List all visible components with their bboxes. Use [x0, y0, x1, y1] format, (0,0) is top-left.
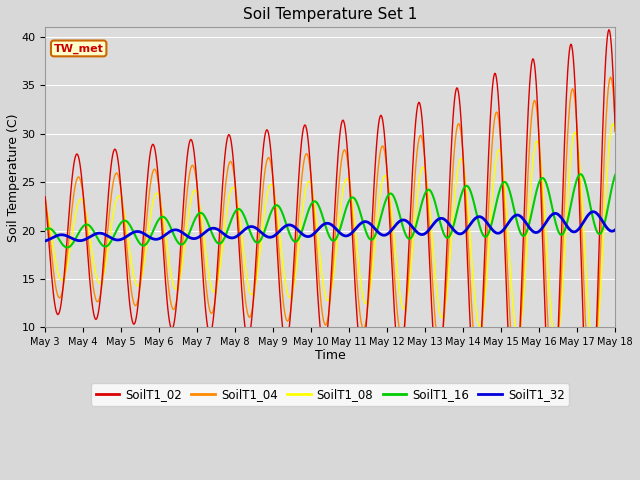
SoilT1_04	[42, 194, 49, 200]
SoilT1_04	[166, 297, 174, 302]
Line: SoilT1_32: SoilT1_32	[45, 212, 615, 241]
SoilT1_02	[191, 156, 198, 162]
Line: SoilT1_16: SoilT1_16	[45, 174, 615, 248]
SoilT1_04	[611, 120, 619, 126]
SoilT1_32	[166, 228, 174, 234]
Legend: SoilT1_02, SoilT1_04, SoilT1_08, SoilT1_16, SoilT1_32: SoilT1_02, SoilT1_04, SoilT1_08, SoilT1_…	[91, 383, 570, 406]
SoilT1_04	[588, 391, 595, 396]
SoilT1_04	[607, 74, 614, 80]
SoilT1_32	[322, 221, 330, 227]
Text: TW_met: TW_met	[54, 43, 104, 54]
SoilT1_16	[323, 226, 330, 231]
SoilT1_16	[611, 172, 619, 178]
SoilT1_02	[322, 342, 330, 348]
Line: SoilT1_08: SoilT1_08	[45, 124, 615, 353]
SoilT1_02	[377, 112, 385, 118]
SoilT1_02	[605, 27, 612, 33]
SoilT1_02	[611, 129, 619, 134]
SoilT1_16	[577, 171, 584, 177]
SoilT1_16	[42, 227, 49, 233]
SoilT1_32	[377, 231, 385, 237]
Line: SoilT1_02: SoilT1_02	[45, 30, 615, 434]
SoilT1_08	[166, 267, 174, 273]
SoilT1_16	[560, 230, 568, 236]
SoilT1_32	[559, 217, 567, 223]
SoilT1_08	[377, 186, 385, 192]
SoilT1_32	[611, 227, 619, 233]
SoilT1_04	[559, 236, 567, 241]
SoilT1_04	[433, 336, 441, 341]
X-axis label: Time: Time	[315, 348, 346, 361]
SoilT1_32	[433, 217, 441, 223]
Y-axis label: Soil Temperature (C): Soil Temperature (C)	[7, 113, 20, 241]
Line: SoilT1_04: SoilT1_04	[45, 77, 615, 394]
SoilT1_02	[433, 372, 441, 377]
SoilT1_08	[433, 291, 441, 297]
SoilT1_04	[191, 168, 198, 173]
SoilT1_02	[586, 431, 594, 437]
SoilT1_08	[559, 278, 567, 284]
SoilT1_16	[63, 245, 71, 251]
SoilT1_16	[378, 211, 385, 217]
SoilT1_08	[322, 293, 330, 299]
SoilT1_02	[559, 184, 567, 190]
SoilT1_16	[434, 211, 442, 216]
SoilT1_32	[589, 209, 597, 215]
SoilT1_04	[377, 146, 385, 152]
SoilT1_08	[590, 350, 598, 356]
SoilT1_08	[191, 187, 198, 193]
Title: Soil Temperature Set 1: Soil Temperature Set 1	[243, 7, 417, 22]
SoilT1_02	[166, 323, 174, 329]
SoilT1_32	[42, 238, 49, 244]
SoilT1_02	[42, 194, 49, 200]
SoilT1_04	[322, 322, 330, 328]
SoilT1_16	[167, 226, 175, 231]
SoilT1_16	[192, 215, 200, 221]
SoilT1_08	[609, 121, 617, 127]
SoilT1_32	[191, 236, 198, 241]
SoilT1_08	[611, 129, 619, 135]
SoilT1_08	[42, 202, 49, 207]
